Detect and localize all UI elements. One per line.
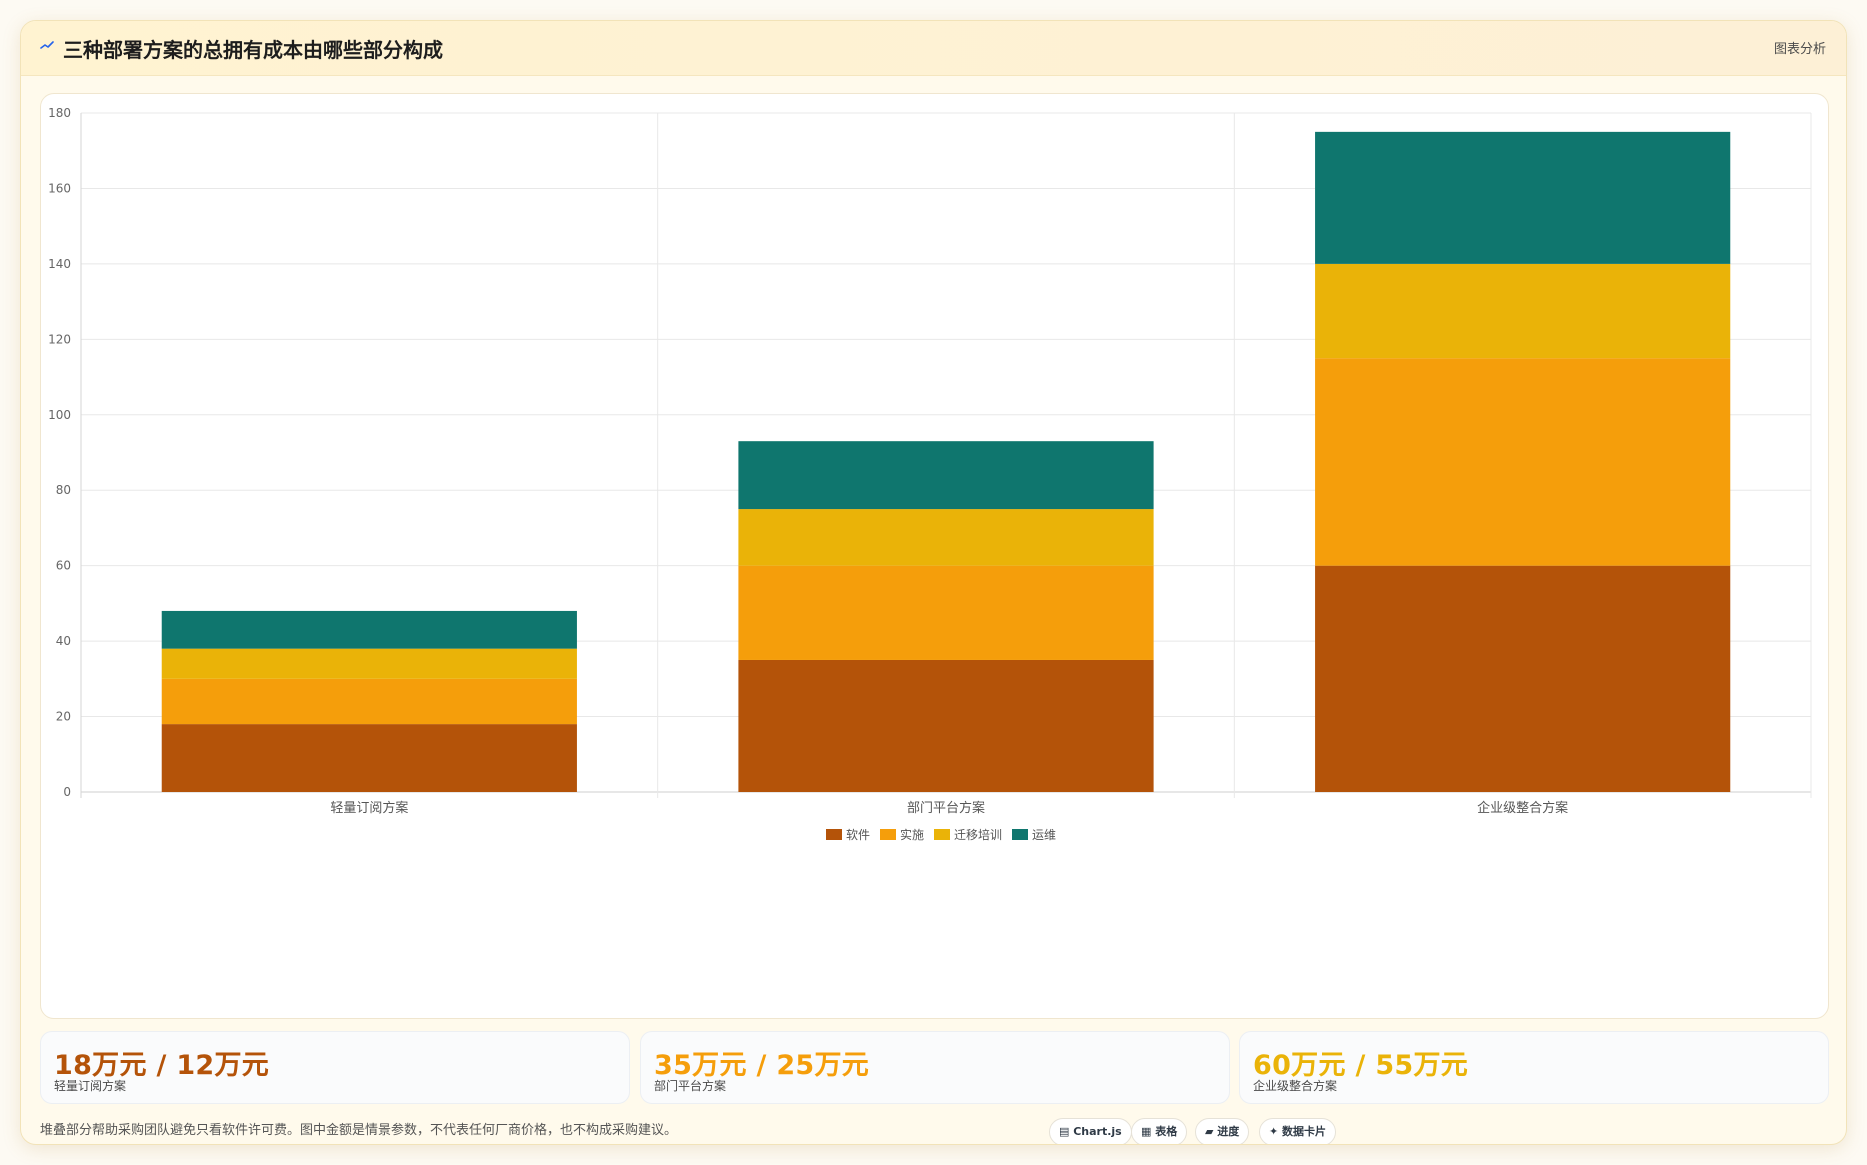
- bar-segment[interactable]: [161, 678, 577, 725]
- chip-data-card[interactable]: ✦ 数据卡片: [1259, 1118, 1337, 1144]
- bar-segment[interactable]: [1315, 565, 1731, 792]
- y-tick-label: 40: [56, 634, 71, 648]
- legend-swatch: [1012, 829, 1028, 840]
- stat-label: 企业级整合方案: [1253, 1079, 1338, 1093]
- stat-value: 60万元 / 55万元: [1253, 1050, 1469, 1081]
- chart-panel: 0 20 40 60 80 100 120 140 160 180 轻量订阅方案 部门平台方案 企业级整…: [40, 93, 1829, 1019]
- bar-segment[interactable]: [1315, 358, 1731, 566]
- x-tick-label: 轻量订阅方案: [330, 800, 408, 816]
- chip-progress[interactable]: ▰ 进度: [1195, 1118, 1250, 1144]
- y-tick-label: 120: [48, 332, 71, 346]
- y-tick-label: 60: [56, 559, 71, 573]
- stat-card: 35万元 / 25万元 部门平台方案: [640, 1031, 1230, 1104]
- footer-note: 堆叠部分帮助采购团队避免只看软件许可费。图中金额是情景参数，不代表任何厂商价格，…: [40, 1123, 678, 1138]
- bar-segment[interactable]: [1315, 263, 1731, 359]
- legend-label: 实施: [900, 827, 924, 842]
- bar-segment[interactable]: [738, 441, 1154, 510]
- stat-value: 18万元 / 12万元: [54, 1050, 270, 1081]
- legend-label: 运维: [1032, 828, 1056, 842]
- legend-label: 迁移培训: [954, 827, 1002, 842]
- x-tick-label: 企业级整合方案: [1477, 800, 1568, 816]
- bar-segment[interactable]: [161, 724, 577, 792]
- legend-swatch: [826, 829, 842, 840]
- stacked-bar-chart: 0 20 40 60 80 100 120 140 160 180 轻量订阅方案 部门平台方案 企业级整…: [48, 106, 1812, 842]
- y-tick-label: 0: [63, 785, 71, 799]
- y-tick-label: 100: [48, 408, 71, 422]
- legend-swatch: [934, 829, 950, 840]
- y-tick-label: 180: [48, 106, 71, 120]
- bar-segment[interactable]: [738, 565, 1154, 660]
- y-tick-label: 140: [48, 257, 71, 271]
- stat-value: 35万元 / 25万元: [654, 1050, 870, 1081]
- legend-label: 软件: [846, 828, 870, 842]
- legend-item[interactable]: 软件: [826, 828, 870, 842]
- y-tick-label: 20: [56, 710, 71, 724]
- legend-item[interactable]: 实施: [880, 827, 924, 842]
- stat-label: 部门平台方案: [654, 1079, 727, 1093]
- chip-table[interactable]: ▦ 表格: [1131, 1118, 1188, 1144]
- stat-label: 轻量订阅方案: [54, 1079, 127, 1093]
- stat-card: 60万元 / 55万元 企业级整合方案: [1239, 1031, 1829, 1104]
- y-tick-label: 80: [56, 483, 71, 497]
- stat-cards: 18万元 / 12万元 轻量订阅方案 35万元 / 25万元 部门平台方案 60…: [40, 1031, 1829, 1104]
- bar-segment[interactable]: [738, 509, 1154, 566]
- chart-analysis-button[interactable]: 图表分析: [1773, 42, 1826, 57]
- bar-segment[interactable]: [1315, 131, 1731, 264]
- stat-card: 18万元 / 12万元 轻量订阅方案: [40, 1031, 630, 1104]
- bar-segment[interactable]: [161, 648, 577, 679]
- chip-chartjs[interactable]: ▤ Chart.js: [1049, 1118, 1132, 1144]
- chart-card: 三种部署方案的总拥有成本由哪些部分构成 图表分析 0 20 40 60 80 100 120…: [20, 20, 1847, 1145]
- legend-item[interactable]: 运维: [1012, 828, 1056, 842]
- bar-segment[interactable]: [161, 610, 577, 649]
- x-tick-label: 部门平台方案: [907, 800, 985, 816]
- bar-segment[interactable]: [738, 659, 1154, 792]
- chart-line-icon: [40, 41, 54, 49]
- legend-item[interactable]: 迁移培训: [934, 827, 1002, 842]
- y-tick-label: 160: [48, 181, 71, 195]
- page-title: 三种部署方案的总拥有成本由哪些部分构成: [63, 38, 443, 62]
- card-header: 三种部署方案的总拥有成本由哪些部分构成 图表分析: [21, 21, 1846, 76]
- legend-swatch: [880, 829, 896, 840]
